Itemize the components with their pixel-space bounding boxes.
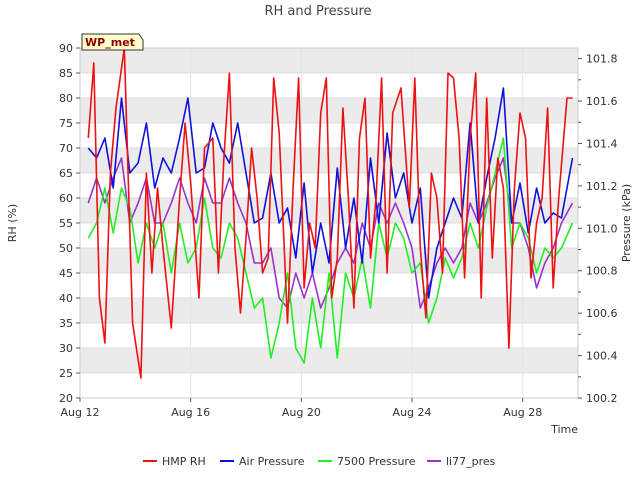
x-tick-label: Aug 20 — [282, 406, 321, 419]
y-left-tick-label: 40 — [59, 292, 73, 305]
y-right-tick-label: 100.4 — [586, 350, 618, 363]
y-left-tick-label: 80 — [59, 92, 73, 105]
series-line-hmp-rh — [87, 47, 573, 379]
x-axis: Aug 12 Aug 16 Aug 20 Aug 24 Aug 28 — [61, 398, 542, 419]
legend-label: li77_pres — [446, 455, 496, 468]
y-left-tick-label: 30 — [59, 342, 73, 355]
y-left-tick-label: 90 — [59, 42, 73, 55]
y-right-tick-label: 100.8 — [586, 265, 618, 278]
y-right-axis-label: Pressure (kPa) — [620, 184, 633, 262]
y-left-tick-label: 20 — [59, 392, 73, 405]
legend-item-air-pressure: Air Pressure — [220, 455, 305, 468]
y-left-tick-label: 60 — [59, 192, 73, 205]
y-left-tick-label: 25 — [59, 367, 73, 380]
y-left-tick-label: 35 — [59, 317, 73, 330]
y-right-tick-label: 101.2 — [586, 180, 618, 193]
y-left-tick-label: 75 — [59, 117, 73, 130]
y-right-tick-label: 101.6 — [586, 95, 618, 108]
legend-label: Air Pressure — [239, 455, 305, 468]
y-right-tick-label: 101.0 — [586, 222, 618, 235]
y-left-tick-label: 45 — [59, 267, 73, 280]
x-tick-label: Aug 24 — [393, 406, 432, 419]
y-left-tick-label: 70 — [59, 142, 73, 155]
x-axis-label: Time — [550, 423, 578, 436]
y-right-tick-label: 101.4 — [586, 137, 618, 150]
grid-band — [80, 48, 578, 73]
grid-band — [80, 98, 578, 123]
legend-item-7500-pressure: 7500 Pressure — [318, 455, 416, 468]
y-right-tick-label: 100.2 — [586, 392, 618, 405]
legend-item-li77-pres: li77_pres — [427, 455, 496, 468]
y-right-tick-label: 101.8 — [586, 53, 618, 66]
legend-label: HMP RH — [162, 455, 206, 468]
x-tick-label: Aug 16 — [171, 406, 210, 419]
grid-band — [80, 298, 578, 323]
legend: HMP RH Air Pressure 7500 Pressure li77_pres — [143, 455, 496, 468]
x-tick-label: Aug 12 — [61, 406, 100, 419]
left-y-axis: 20 25 30 35 40 45 50 55 60 65 70 75 80 85 90 — [59, 42, 80, 405]
y-left-tick-label: 85 — [59, 67, 73, 80]
y-left-tick-label: 55 — [59, 217, 73, 230]
legend-label: 7500 Pressure — [337, 455, 416, 468]
x-tick-label: Aug 28 — [503, 406, 542, 419]
station-badge-label: WP_met — [85, 36, 135, 49]
grid-band — [80, 348, 578, 373]
y-left-axis-label: RH (%) — [6, 204, 19, 242]
y-left-tick-label: 50 — [59, 242, 73, 255]
station-badge: WP_met — [81, 33, 144, 51]
y-left-tick-label: 65 — [59, 167, 73, 180]
right-y-axis: 100.2 100.4 100.6 100.8 101.0 101.2 101.4 101.6… — [578, 53, 618, 405]
legend-item-hmp-rh: HMP RH — [143, 455, 206, 468]
y-right-tick-label: 100.6 — [586, 307, 618, 320]
series-lines — [87, 47, 574, 379]
chart-title: RH and Pressure — [264, 4, 371, 19]
